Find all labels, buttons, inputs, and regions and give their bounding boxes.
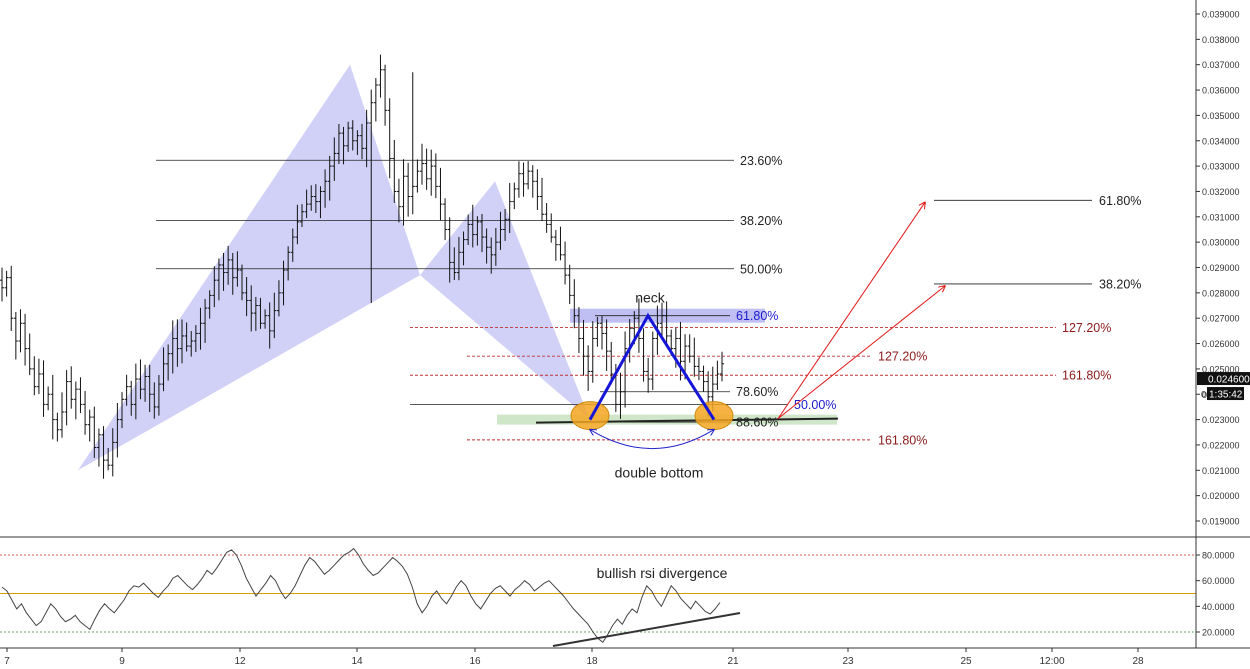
price-panel[interactable]: 23.60% 38.20% 50.00% 61.80% 127.20% 127.20% 16…: [0, 54, 1141, 481]
fib-level-label: 161.80%: [1062, 369, 1111, 383]
time-tick-label: 12:00: [1039, 656, 1064, 667]
rsi-tick-label: 20.0000: [1202, 628, 1235, 638]
price-tick-label: 0.022000: [1202, 440, 1240, 450]
double-bottom-zigzag: [588, 312, 716, 421]
price-tick-label: 0.038000: [1202, 35, 1240, 45]
pattern-overlays: neck double bottom: [535, 202, 945, 481]
price-tick-label: 0.027000: [1202, 314, 1240, 324]
time-tick-label: 7: [4, 656, 10, 667]
fib-level-label: 61.80%: [736, 309, 778, 323]
fib-level-label: 127.20%: [1062, 321, 1111, 335]
price-tick-label: 0.037000: [1202, 60, 1240, 70]
price-tick-label: 0.030000: [1202, 238, 1240, 248]
fib-level-label: 78.60%: [736, 385, 778, 399]
current-price-tag: [1197, 372, 1250, 386]
rsi-panel[interactable]: bullish rsi divergence 80.0000 60.0000 40.0…: [0, 547, 1235, 647]
second-bottom-marker: [694, 401, 734, 431]
time-tick-label: 18: [586, 656, 598, 667]
fib-level-label: 50.00%: [794, 398, 836, 412]
price-tick-label: 0.019000: [1202, 517, 1240, 527]
first-bottom-marker: [570, 401, 610, 431]
countdown-tag: [1207, 387, 1244, 401]
double-bottom-label: double bottom: [615, 465, 704, 481]
time-tick-label: 12: [234, 656, 246, 667]
fib-level-label: 38.20%: [740, 214, 782, 228]
fib-level-label: 50.00%: [740, 262, 782, 276]
price-tick-label: 0.026000: [1202, 339, 1240, 349]
target-level-label: 61.80%: [1099, 194, 1141, 208]
time-tick-label: 14: [351, 656, 363, 667]
price-tick-label: 0.035000: [1202, 111, 1240, 121]
rsi-tick-label: 40.0000: [1202, 602, 1235, 612]
target-arrow-low: [777, 286, 945, 419]
fib-level-label: 127.20%: [878, 350, 927, 364]
price-tick-label: 0.032000: [1202, 187, 1240, 197]
time-tick-label: 21: [727, 656, 739, 667]
price-tick-label: 0.034000: [1202, 136, 1240, 146]
price-tick-label: 0.023000: [1202, 415, 1240, 425]
price-tick-label: 0.029000: [1202, 263, 1240, 273]
fib-level-label: 161.80%: [878, 433, 927, 447]
time-tick-label: 23: [842, 656, 854, 667]
rsi-tick-label: 80.0000: [1202, 551, 1235, 561]
price-tick-label: 0.036000: [1202, 86, 1240, 96]
time-tick-label: 28: [1132, 656, 1144, 667]
target-arrow-high: [777, 202, 925, 419]
time-tick-label: 16: [469, 656, 481, 667]
fib-level-label: 23.60%: [740, 154, 782, 168]
rsi-tick-label: 60.0000: [1202, 576, 1235, 586]
time-tick-label: 9: [119, 656, 125, 667]
time-tick-label: 25: [960, 656, 972, 667]
price-tick-label: 0.028000: [1202, 288, 1240, 298]
double-bottom-arc: [590, 430, 714, 450]
rsi-divergence-label: bullish rsi divergence: [597, 565, 728, 581]
neck-label: neck: [635, 290, 666, 306]
pattern-triangle-bcd: [420, 181, 590, 420]
price-tick-label: 0.025000: [1202, 364, 1240, 374]
price-tick-label: 0.039000: [1202, 10, 1240, 20]
countdown-label: 1:35:42: [1209, 390, 1243, 401]
axis-fragment: 0: [1201, 390, 1206, 400]
price-tick-label: 0.021000: [1202, 466, 1240, 476]
price-tick-label: 0.031000: [1202, 212, 1240, 222]
rsi-line: [1, 547, 721, 644]
pattern-triangle-xab: [78, 64, 420, 471]
fib-level-label: 88.60%: [736, 416, 778, 430]
price-tick-label: 0.020000: [1202, 491, 1240, 501]
price-tick-label: 0.033000: [1202, 162, 1240, 172]
current-price-label: 0.024600: [1208, 375, 1250, 386]
target-level-label: 38.20%: [1099, 277, 1141, 291]
rsi-divergence-line: [552, 612, 741, 647]
support-zone: [497, 414, 837, 425]
